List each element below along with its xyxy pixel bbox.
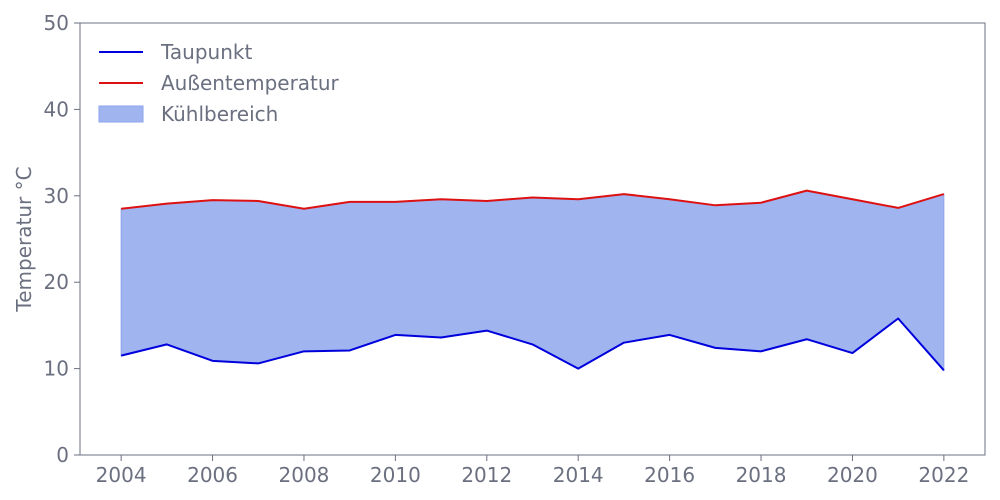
- x-tick-label: 2016: [644, 463, 695, 487]
- legend-label: Außentemperatur: [161, 71, 340, 95]
- y-tick-label: 40: [44, 97, 69, 121]
- y-tick-label: 50: [44, 11, 69, 35]
- series-line-aussentemperatur: [121, 189, 945, 210]
- y-tick-label: 0: [56, 443, 69, 467]
- plot-frame: [79, 22, 986, 456]
- lines-layer: [120, 189, 945, 371]
- x-tick-label: 2010: [370, 463, 421, 487]
- legend-label: Kühlbereich: [161, 102, 278, 126]
- x-tick-label: 2018: [736, 463, 787, 487]
- legend-swatch-area: [98, 105, 144, 123]
- y-axis-title: Temperatur °C: [12, 166, 36, 312]
- x-axis: 2004 2006 2008 2010 2012 2014 2016 2018 2020 2022: [96, 455, 969, 487]
- x-tick-label: 2014: [553, 463, 604, 487]
- y-tick-label: 20: [44, 270, 69, 294]
- legend: Taupunkt Außentemperatur Kühlbereich: [98, 40, 340, 126]
- y-axis: 0 10 20 30 40 50: [44, 11, 80, 467]
- y-tick-label: 30: [44, 184, 69, 208]
- y-tick-label: 10: [44, 357, 69, 381]
- x-tick-label: 2004: [96, 463, 147, 487]
- series-line-taupunkt: [120, 317, 945, 371]
- x-tick-label: 2022: [918, 463, 969, 487]
- x-tick-label: 2012: [461, 463, 512, 487]
- legend-label: Taupunkt: [160, 40, 252, 64]
- x-tick-label: 2006: [187, 463, 238, 487]
- x-tick-label: 2020: [827, 463, 878, 487]
- x-tick-label: 2008: [279, 463, 330, 487]
